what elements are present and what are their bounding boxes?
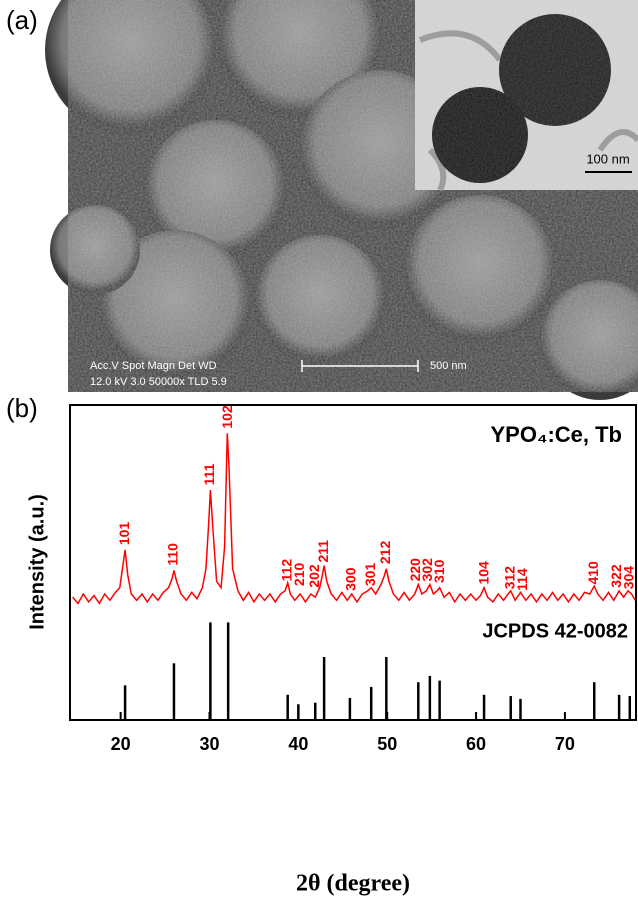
peak-label: 102 xyxy=(219,405,235,429)
inset-scale-label: 100 nm xyxy=(586,151,629,166)
peak-label: 112 xyxy=(278,559,294,582)
peak-label: 220 xyxy=(407,558,423,582)
reference-label: JCPDS 42-0082 xyxy=(482,620,628,642)
peak-label: 300 xyxy=(342,567,358,591)
peak-label: 304 xyxy=(620,566,636,590)
sem-info-line: Acc.V Spot Magn Det WD xyxy=(90,360,217,372)
panel-label: (b) xyxy=(6,393,38,423)
x-tick-label: 50 xyxy=(377,734,397,754)
x-tick-label: 40 xyxy=(288,734,308,754)
y-axis-label: Intensity (a.u.) xyxy=(26,494,48,630)
x-tick-label: 60 xyxy=(466,734,486,754)
x-tick-label: 70 xyxy=(555,734,575,754)
peak-label: 101 xyxy=(116,522,132,546)
tem-inset: 100 nm xyxy=(415,0,638,192)
scale-bar-label: 500 nm xyxy=(430,360,467,372)
x-tick-label: 30 xyxy=(199,734,219,754)
peak-label: 110 xyxy=(165,543,181,566)
peak-label: 211 xyxy=(315,540,331,563)
peak-label: 322 xyxy=(608,564,624,588)
plot-frame xyxy=(69,404,637,721)
x-axis-label: 2θ (degree) xyxy=(296,871,410,897)
peak-label: 104 xyxy=(476,561,492,585)
xrd-line xyxy=(72,433,636,605)
x-tick-label: 20 xyxy=(111,734,131,754)
peak-label: 301 xyxy=(362,563,378,587)
panel-label: (a) xyxy=(6,5,38,35)
legend-label: YPO₄:Ce, Tb xyxy=(491,422,623,447)
peak-label: 312 xyxy=(501,566,517,590)
peak-label: 111 xyxy=(201,463,217,485)
peak-label: 310 xyxy=(431,559,447,583)
sem-info-line: 12.0 kV 3.0 50000x TLD 5.9 xyxy=(90,376,227,388)
peak-label: 114 xyxy=(514,568,530,591)
sem-info: Acc.V Spot Magn Det WD 12.0 kV 3.0 50000… xyxy=(90,360,467,388)
peak-label: 302 xyxy=(419,558,435,582)
peak-label: 202 xyxy=(306,564,322,588)
peak-label: 410 xyxy=(585,561,601,585)
peak-label: 212 xyxy=(377,541,393,565)
peak-label: 210 xyxy=(291,563,307,587)
